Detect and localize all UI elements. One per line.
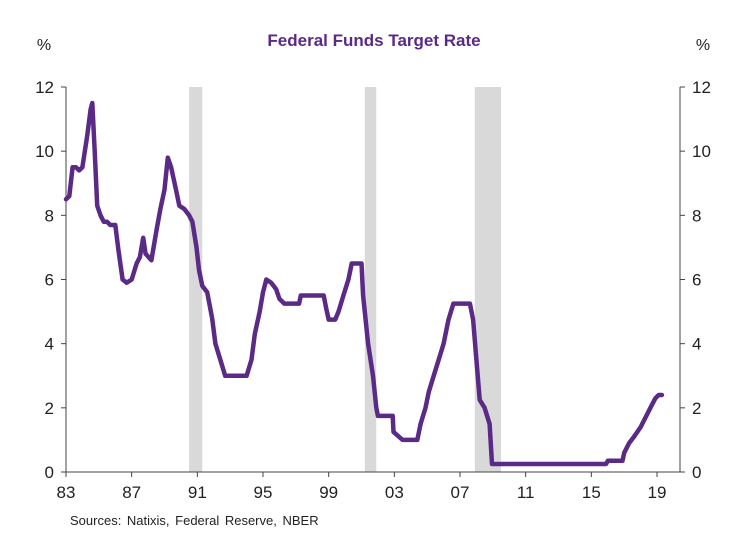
right-y-tick-label: 2	[692, 399, 701, 418]
x-tick-label: 91	[188, 483, 207, 502]
left-y-tick-label: 2	[45, 399, 54, 418]
right-unit-label: %	[696, 37, 710, 54]
recession-band-1	[364, 87, 377, 472]
chart-title: Federal Funds Target Rate	[267, 31, 480, 50]
left-y-tick-label: 8	[45, 206, 54, 225]
x-tick-label: 19	[648, 483, 667, 502]
recession-bands	[189, 87, 502, 472]
left-y-tick-label: 6	[45, 271, 54, 290]
x-tick-label: 11	[517, 483, 535, 502]
right-y-tick-label: 10	[692, 142, 711, 161]
right-y-tick-label: 12	[692, 78, 711, 97]
left-y-tick-label: 4	[45, 335, 54, 354]
left-y-tick-label: 0	[45, 463, 54, 482]
x-tick-label: 03	[385, 483, 404, 502]
left-y-tick-label: 12	[35, 78, 54, 97]
series-lines	[63, 100, 665, 467]
x-tick-label: 99	[319, 483, 338, 502]
left-unit-label: %	[37, 37, 51, 54]
x-tick-label: 15	[582, 483, 601, 502]
x-tick-label: 87	[122, 483, 141, 502]
right-y-tick-label: 4	[692, 335, 701, 354]
source-note: Sources: Natixis, Federal Reserve, NBER	[70, 513, 319, 528]
series-line-0	[63, 100, 665, 467]
x-tick-label: 83	[57, 483, 76, 502]
axes: 0 0 2 2 4 4 6 6 8 8 10 10 12 12 83 87 91 95 99 03 07 11 15 19	[35, 78, 711, 502]
x-tick-label: 95	[254, 483, 273, 502]
x-tick-label: 07	[451, 483, 470, 502]
left-y-tick-label: 10	[35, 142, 54, 161]
right-y-tick-label: 8	[692, 206, 701, 225]
right-y-tick-label: 6	[692, 271, 701, 290]
recession-band-0	[189, 87, 203, 472]
recession-band-2	[474, 87, 502, 472]
right-y-tick-label: 0	[692, 463, 701, 482]
